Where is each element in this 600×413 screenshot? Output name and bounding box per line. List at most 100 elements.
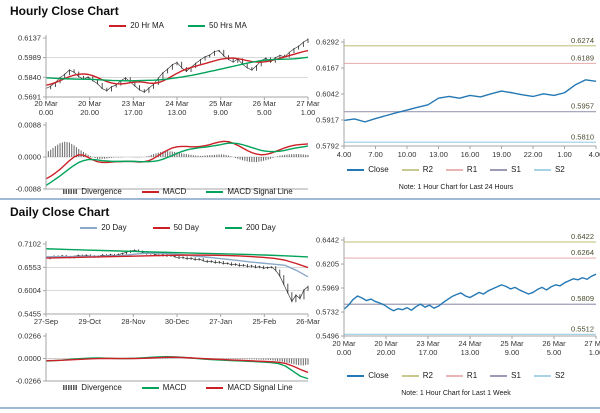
svg-text:20 Mar: 20 Mar — [374, 339, 398, 348]
svg-text:9.00: 9.00 — [505, 348, 520, 357]
svg-text:20 Mar: 20 Mar — [34, 99, 58, 108]
legend-label: 20 Hr MA — [130, 21, 164, 30]
legend-label: 20 Day — [101, 223, 127, 232]
s1-swatch — [490, 168, 508, 171]
daily-ma-legend: 20 Day 50 Day 200 Day — [40, 223, 316, 232]
legend-item-r2: R2 — [401, 165, 433, 174]
section-divider — [0, 198, 600, 200]
svg-text:25 Mar: 25 Mar — [500, 339, 524, 348]
svg-text:30-Dec: 30-Dec — [165, 317, 189, 326]
svg-text:27 Mar: 27 Mar — [584, 339, 600, 348]
svg-text:17.00: 17.00 — [124, 108, 143, 117]
daily-macd-legend: Divergence MACD MACD Signal Line — [40, 383, 316, 392]
svg-text:24 Mar: 24 Mar — [165, 99, 189, 108]
svg-text:9.00: 9.00 — [213, 108, 228, 117]
svg-text:23 Mar: 23 Mar — [416, 339, 440, 348]
legend-label: MACD — [162, 383, 187, 392]
macd-swatch — [141, 386, 159, 389]
legend-item-r1: R1 — [445, 165, 478, 174]
daily-chart-title: Daily Close Chart — [10, 205, 110, 219]
svg-text:4.00: 4.00 — [337, 150, 352, 159]
legend-item-s2: S2 — [533, 165, 565, 174]
svg-text:20 Mar: 20 Mar — [78, 99, 102, 108]
legend-item-macd-signal: MACD Signal Line — [206, 187, 293, 196]
svg-text:23 Mar: 23 Mar — [122, 99, 146, 108]
r2-swatch — [401, 374, 419, 377]
svg-text:0.6264: 0.6264 — [571, 248, 594, 257]
svg-text:20.00: 20.00 — [377, 348, 396, 357]
svg-text:13.00: 13.00 — [429, 150, 448, 159]
legend-label: Divergence — [81, 187, 122, 196]
legend-label: 50 Hrs MA — [209, 21, 247, 30]
legend-label: S1 — [511, 165, 521, 174]
legend-item-r2: R2 — [401, 371, 433, 380]
svg-text:0.0266: 0.0266 — [18, 332, 41, 341]
svg-text:0.5455: 0.5455 — [18, 310, 41, 319]
legend-label: MACD Signal Line — [227, 187, 293, 196]
svg-text:0.00: 0.00 — [337, 348, 352, 357]
hourly-pivot-legend: Close R2 R1 S1 S2 — [312, 165, 600, 174]
hourly-pivot-chart: 0.6274 0.6189 0.5957 0.5810 0.6292 0.6167 0.60… — [316, 36, 600, 159]
close-swatch — [347, 168, 365, 171]
bottom-divider — [0, 407, 600, 409]
svg-text:0.6189: 0.6189 — [571, 53, 594, 62]
legend-label: R2 — [422, 165, 433, 174]
legend-label: 50 Day — [173, 223, 199, 232]
legend-item-macd-signal: MACD Signal Line — [206, 383, 293, 392]
svg-text:7.00: 7.00 — [368, 150, 383, 159]
legend-label: R1 — [466, 165, 478, 174]
legend-label: MACD — [162, 187, 187, 196]
svg-text:0.5969: 0.5969 — [316, 284, 339, 293]
svg-text:1.00: 1.00 — [301, 108, 316, 117]
svg-text:0.6292: 0.6292 — [316, 38, 339, 47]
svg-text:17.00: 17.00 — [419, 348, 438, 357]
svg-text:0.5810: 0.5810 — [571, 132, 594, 141]
r1-swatch — [445, 168, 463, 171]
s1-swatch — [490, 374, 508, 377]
s2-swatch — [533, 374, 551, 377]
svg-text:0.7102: 0.7102 — [18, 240, 41, 249]
svg-text:0.6167: 0.6167 — [316, 64, 339, 73]
50day-swatch — [152, 226, 170, 229]
svg-text:0.5496: 0.5496 — [316, 332, 339, 341]
legend-item-macd: MACD — [141, 383, 187, 392]
svg-text:0.5512: 0.5512 — [571, 324, 594, 333]
s2-swatch — [533, 168, 551, 171]
svg-text:0.5989: 0.5989 — [18, 53, 41, 62]
legend-label: R1 — [466, 371, 478, 380]
r1-swatch — [445, 374, 463, 377]
svg-text:0.0000: 0.0000 — [18, 153, 41, 162]
legend-label: 200 Day — [245, 223, 276, 232]
hourly-pivot-note: Note: 1 Hour Chart for Last 24 Hours — [398, 184, 514, 191]
legend-label: S2 — [554, 371, 565, 380]
svg-text:20.00: 20.00 — [80, 108, 99, 117]
svg-text:0.0000: 0.0000 — [18, 354, 41, 363]
svg-text:0.5732: 0.5732 — [316, 308, 339, 317]
legend-item-close: Close — [347, 165, 389, 174]
svg-text:0.6553: 0.6553 — [18, 263, 41, 272]
svg-text:0.5957: 0.5957 — [571, 102, 594, 111]
svg-text:13.00: 13.00 — [461, 348, 480, 357]
weekly-pivot-note: Note: 1 Hour Chart for Last 1 Week — [401, 390, 511, 397]
weekly-pivot-chart: 0.6422 0.6264 0.5809 0.5512 0.6442 0.6205 0.59… — [316, 232, 600, 357]
svg-text:26 Mar: 26 Mar — [542, 339, 566, 348]
svg-text:26 Mar: 26 Mar — [253, 99, 277, 108]
svg-text:0.5917: 0.5917 — [316, 116, 339, 125]
svg-text:1.00: 1.00 — [557, 150, 572, 159]
macd-swatch — [141, 190, 159, 193]
svg-text:27 Mar: 27 Mar — [296, 99, 320, 108]
50hrs-ma-swatch — [188, 24, 205, 27]
legend-item-50day: 50 Day — [152, 223, 199, 232]
svg-text:0.6205: 0.6205 — [316, 260, 339, 269]
svg-text:0.5792: 0.5792 — [316, 142, 339, 151]
svg-text:27-Sep: 27-Sep — [34, 317, 58, 326]
svg-text:0.5809: 0.5809 — [571, 294, 594, 303]
weekly-pivot-legend: Close R2 R1 S1 S2 — [312, 371, 600, 380]
200day-swatch — [224, 226, 242, 229]
svg-text:25 Mar: 25 Mar — [209, 99, 233, 108]
svg-text:4.00: 4.00 — [589, 150, 600, 159]
legend-item-50hrs-ma: 50 Hrs MA — [188, 21, 247, 30]
svg-text:0.0088: 0.0088 — [18, 121, 41, 130]
